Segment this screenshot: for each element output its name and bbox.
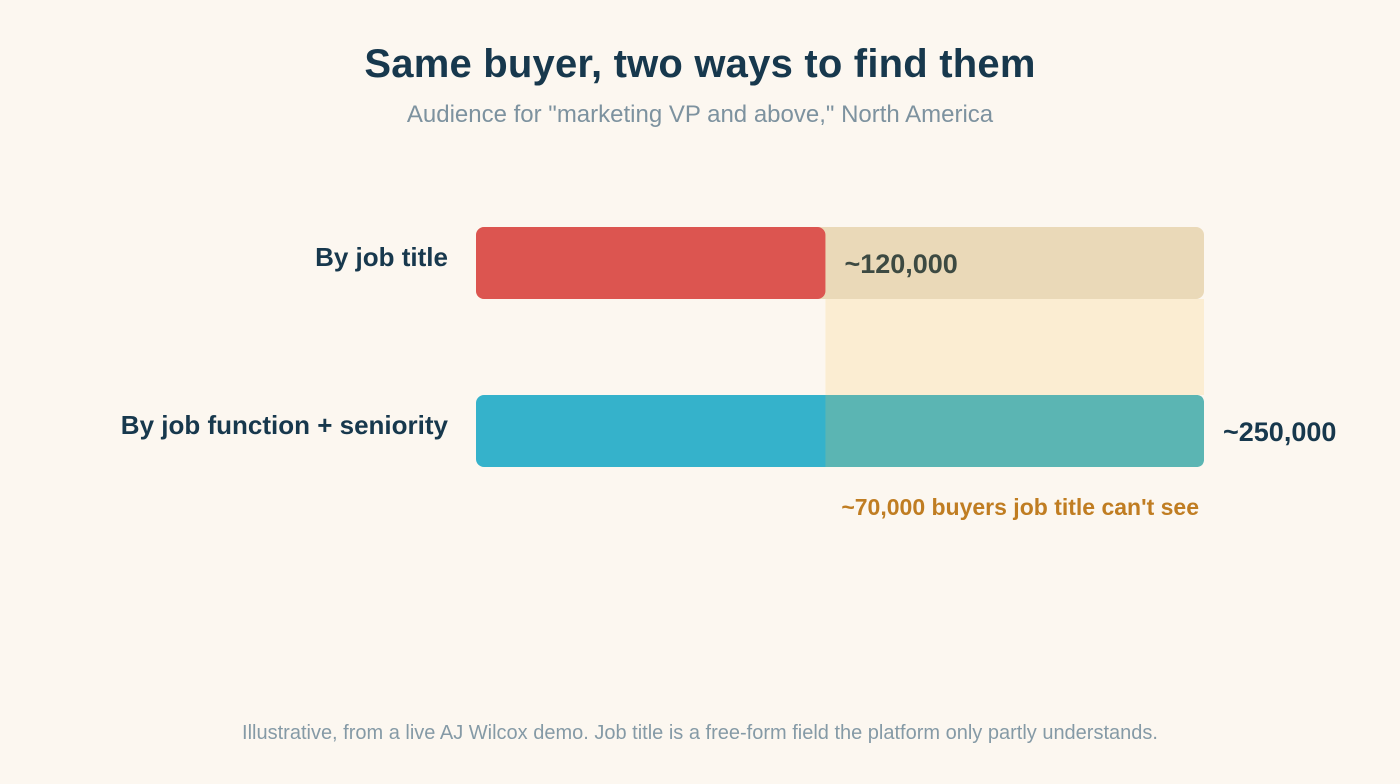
value-label-job-function: ~250,000 [1223, 417, 1336, 447]
chart-subtitle: Audience for "marketing VP and above," N… [406, 101, 994, 128]
footnote: Illustrative, from a live AJ Wilcox demo… [242, 722, 1158, 744]
hidden-buyers-label: ~70,000 buyers job title can't see [841, 494, 1199, 520]
gap-band [825, 299, 1204, 395]
row-label-job-function: By job function + seniority [121, 410, 449, 440]
row-label-job-title: By job title [315, 242, 448, 272]
hidden-buyers-segment [825, 395, 1204, 467]
value-label-job-title: ~120,000 [844, 249, 957, 279]
job-title-bar [476, 227, 826, 299]
chart-title: Same buyer, two ways to find them [364, 42, 1036, 86]
